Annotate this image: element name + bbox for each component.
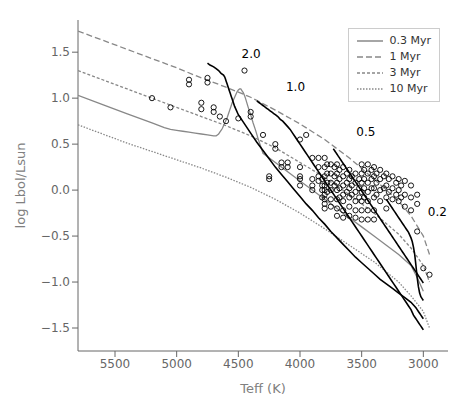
html-text:0.3 Myr: 0.3 Myr: [389, 34, 431, 47]
html-text:1 Myr: 1 Myr: [389, 50, 421, 63]
svg-text:1.0: 1.0: [51, 91, 70, 105]
svg-text:4000: 4000: [285, 357, 316, 371]
svg-text:0.5: 0.5: [51, 137, 70, 151]
svg-text:0.0: 0.0: [51, 183, 70, 197]
html-text:10 Myr: 10 Myr: [389, 82, 428, 95]
svg-text:3500: 3500: [346, 357, 377, 371]
svg-text:−1.5: −1.5: [41, 321, 70, 335]
svg-text:0.2: 0.2: [428, 205, 447, 219]
svg-text:1.0: 1.0: [286, 80, 305, 94]
svg-text:5500: 5500: [100, 357, 131, 371]
svg-text:−1.0: −1.0: [41, 275, 70, 289]
svg-text:3000: 3000: [408, 357, 439, 371]
svg-text:5000: 5000: [161, 357, 192, 371]
html-text:3 Myr: 3 Myr: [389, 66, 421, 79]
svg-text:1.5: 1.5: [51, 45, 70, 59]
svg-text:2.0: 2.0: [242, 47, 261, 61]
svg-text:log Lbol/Lsun: log Lbol/Lsun: [13, 143, 28, 229]
svg-text:−0.5: −0.5: [41, 229, 70, 243]
svg-text:Teff (K): Teff (K): [239, 381, 286, 396]
svg-text:4500: 4500: [223, 357, 254, 371]
svg-text:0.5: 0.5: [356, 125, 375, 139]
